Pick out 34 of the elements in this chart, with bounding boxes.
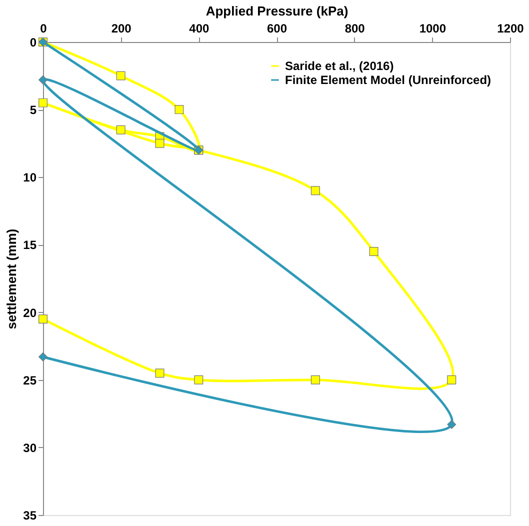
x-tick-label: 200	[111, 22, 132, 36]
x-tick-label: 400	[189, 22, 210, 36]
point	[155, 138, 164, 148]
point	[194, 375, 204, 384]
legend-label: Saride et al., (2016)	[285, 59, 394, 73]
point	[38, 314, 48, 324]
x-tick-label: 0	[40, 22, 48, 36]
y-tick-label: 0	[30, 36, 37, 50]
point	[38, 352, 48, 362]
point	[174, 105, 184, 114]
x-tick-label: 800	[344, 22, 366, 36]
x-tick-label: 600	[266, 22, 288, 36]
point	[116, 71, 126, 80]
y-axis-title: settlement (mm)	[4, 228, 20, 330]
legend-label: Finite Element Model (Unreinforced)	[285, 73, 492, 87]
point	[38, 98, 48, 108]
point	[310, 375, 320, 384]
y-tick-label: 15	[23, 238, 37, 252]
y-tick-label: 20	[23, 306, 37, 320]
point	[447, 375, 456, 384]
y-tick-label: 5	[30, 103, 37, 118]
x-tick-label: 1000	[419, 22, 446, 36]
point	[116, 125, 126, 134]
point	[155, 368, 164, 378]
point	[38, 75, 48, 84]
point	[310, 186, 320, 196]
x-tick-label: 1200	[497, 22, 524, 36]
point	[369, 246, 378, 256]
y-tick-label: 35	[23, 508, 37, 522]
y-tick-label: 10	[23, 170, 37, 185]
x-axis-title: Applied Pressure (kPa)	[206, 4, 348, 18]
point	[447, 420, 456, 429]
y-tick-label: 25	[23, 373, 37, 388]
y-tick-label: 30	[23, 440, 37, 455]
